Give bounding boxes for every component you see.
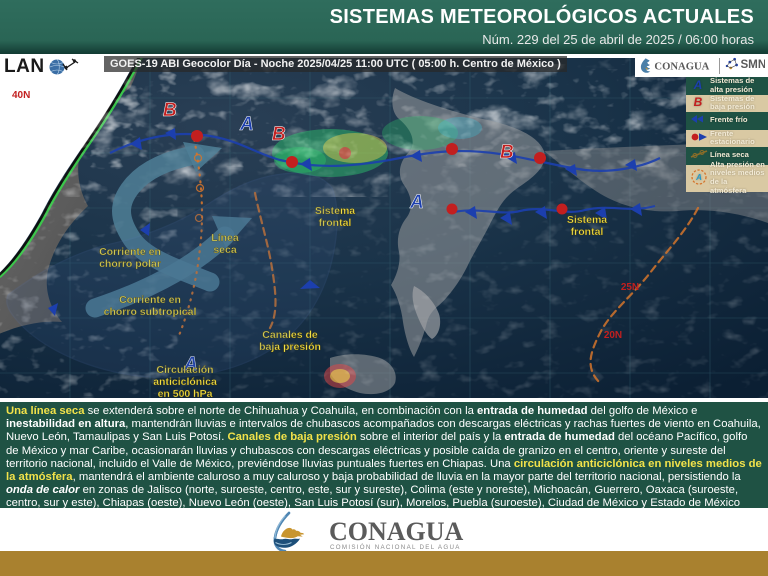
svg-text:Sistema: Sistema [567,214,607,226]
svg-text:SMN: SMN [741,57,765,70]
svg-text:CONAGUA: CONAGUA [654,61,709,72]
svg-text:40N: 40N [12,90,30,101]
svg-text:B: B [163,100,177,121]
svg-text:A: A [409,192,424,213]
svg-text:A: A [239,114,254,135]
svg-text:COMISIÓN NACIONAL DEL AGUA: COMISIÓN NACIONAL DEL AGUA [330,544,461,551]
svg-text:25N: 25N [621,282,639,293]
svg-text:en 500 hPa: en 500 hPa [158,388,213,398]
svg-text:B: B [272,124,286,145]
svg-text:B: B [500,142,514,163]
svg-text:20N: 20N [604,330,622,341]
svg-text:frontal: frontal [571,226,604,238]
svg-text:A: A [695,173,702,182]
svg-text:CONAGUA: CONAGUA [329,517,464,546]
